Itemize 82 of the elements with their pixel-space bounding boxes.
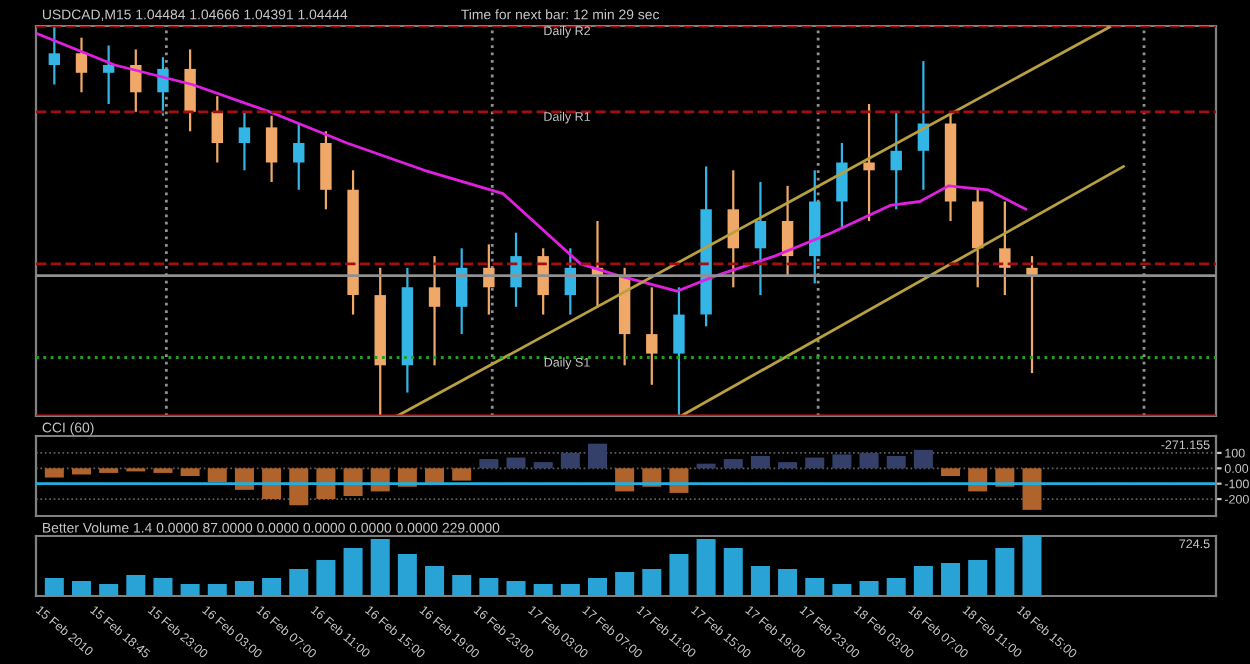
- bar: [723, 459, 743, 469]
- bar: [44, 578, 64, 596]
- bar: [968, 560, 988, 596]
- bar: [452, 468, 472, 481]
- bar: [479, 578, 499, 596]
- bar: [778, 462, 798, 469]
- bar: [615, 572, 635, 596]
- bar: [832, 454, 852, 469]
- bar: [696, 539, 716, 596]
- bar: [750, 456, 770, 469]
- candlestick: [320, 130, 332, 211]
- candlestick: [836, 141, 848, 230]
- candlestick: [863, 102, 875, 223]
- bar: [180, 468, 200, 476]
- candlestick: [102, 44, 115, 106]
- bar: [289, 569, 309, 596]
- bar: [126, 575, 146, 596]
- bar: [587, 443, 607, 469]
- bar: [859, 452, 879, 469]
- bar: [207, 584, 227, 596]
- candlestick: [971, 188, 984, 289]
- bar: [886, 578, 906, 596]
- candlestick: [48, 26, 61, 86]
- bar: [913, 449, 933, 469]
- bar: [913, 566, 933, 596]
- bar: [262, 468, 282, 500]
- bar: [180, 584, 200, 596]
- bar: [533, 584, 553, 596]
- bar: [805, 578, 825, 596]
- bar: [669, 554, 689, 596]
- bar: [153, 578, 173, 596]
- bar: [941, 563, 961, 596]
- candlestick: [999, 200, 1011, 297]
- bar: [1022, 536, 1042, 596]
- candlestick: [157, 56, 169, 117]
- bar: [560, 452, 580, 469]
- candlestick: [293, 122, 305, 191]
- candlestick: [890, 110, 902, 211]
- bar: [941, 468, 961, 476]
- bar: [207, 468, 227, 483]
- candlestick: [130, 48, 142, 113]
- bar: [370, 539, 390, 596]
- candlestick: [754, 180, 767, 297]
- bar: [642, 569, 662, 596]
- bar: [316, 560, 336, 596]
- bar: [262, 578, 282, 596]
- candlestick: [673, 286, 685, 416]
- bar: [560, 584, 580, 596]
- bar: [805, 457, 825, 469]
- bar: [71, 581, 91, 596]
- bar: [452, 575, 472, 596]
- bar: [886, 456, 906, 469]
- bar: [234, 581, 254, 596]
- candlestick: [211, 95, 223, 164]
- bar: [587, 578, 607, 596]
- candlestick: [646, 286, 658, 386]
- bar: [44, 468, 64, 478]
- bar: [506, 581, 526, 596]
- bar: [425, 566, 445, 596]
- candlestick: [428, 254, 441, 367]
- candlestick: [75, 36, 88, 94]
- bar: [750, 566, 770, 596]
- bar: [778, 569, 798, 596]
- bar: [99, 584, 119, 596]
- candlestick: [510, 231, 522, 308]
- bar: [832, 584, 852, 596]
- candlestick: [537, 247, 549, 316]
- bar: [1022, 468, 1042, 510]
- candlestick: [238, 110, 251, 172]
- bar: [723, 548, 743, 596]
- bar: [71, 468, 91, 475]
- bar: [479, 459, 499, 469]
- bar: [506, 457, 526, 469]
- bar: [533, 462, 553, 469]
- bar: [343, 548, 363, 596]
- bar: [316, 468, 336, 500]
- bar: [995, 548, 1015, 596]
- candlestick: [265, 114, 278, 184]
- candlestick: [184, 48, 196, 133]
- bar: [859, 581, 879, 596]
- bar: [397, 554, 417, 596]
- bar: [289, 468, 309, 506]
